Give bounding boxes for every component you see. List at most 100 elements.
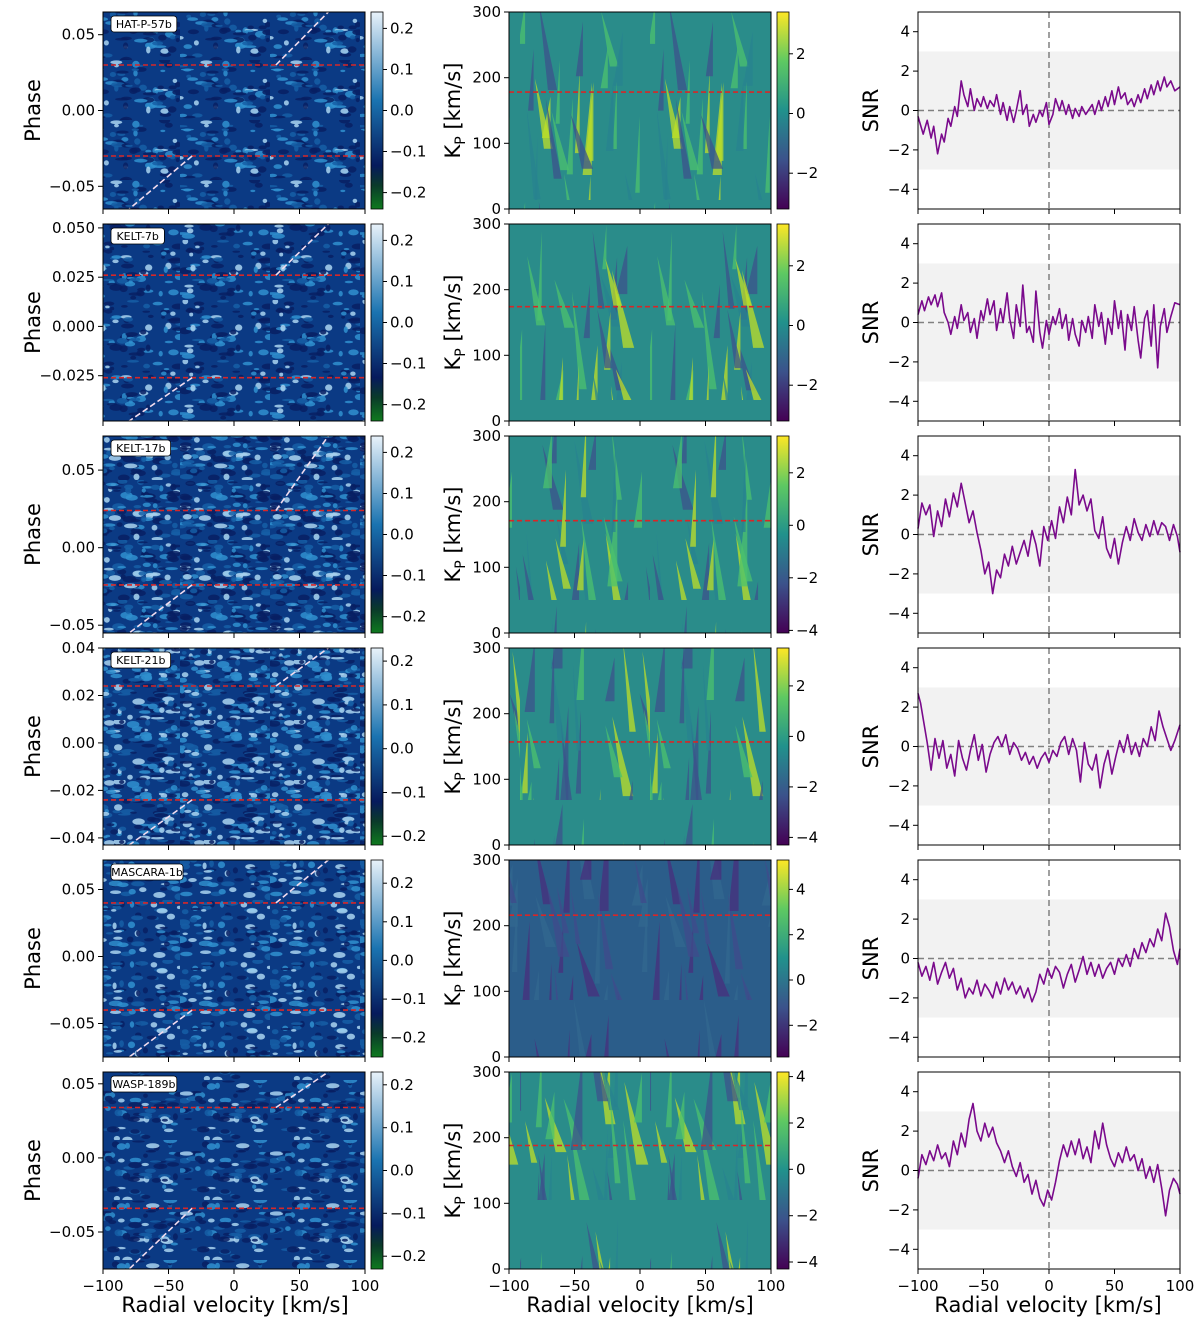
phase-tick-label: −0.05 bbox=[49, 177, 95, 195]
ccf-colorbar: −0.2 −0.1 0.0 0.1 0.2 bbox=[370, 647, 426, 846]
kp-colorbar-label: 2 bbox=[796, 1114, 806, 1132]
snr-tick-label: 4 bbox=[900, 235, 910, 253]
planet-trail-line bbox=[275, 1071, 329, 1109]
phase-tick-label: 0.02 bbox=[62, 687, 95, 705]
kp-map-panel: 0 100 200 300 KP [km/s] bbox=[441, 851, 772, 1066]
planet-label-box bbox=[110, 227, 165, 245]
planet-label: HAT-P-57b bbox=[110, 15, 178, 33]
phase-tick-label: 0.05 bbox=[62, 1075, 95, 1093]
ccf-colorbar-label: −0.1 bbox=[390, 143, 426, 161]
snr-tick-label: 4 bbox=[900, 871, 910, 889]
kp-colorbar-fill bbox=[776, 435, 790, 634]
kp-colorbar-label: 0 bbox=[796, 1160, 806, 1178]
kp-map-image bbox=[509, 436, 771, 633]
x-tick-label: −50 bbox=[153, 1277, 185, 1295]
kp-map-panel: 0 100 200 300 KP [km/s] bbox=[441, 427, 772, 642]
kp-tick-label: 200 bbox=[472, 69, 501, 87]
ccf-colorbar-label: −0.2 bbox=[390, 184, 426, 202]
ccf-colorbar-label: 0.1 bbox=[390, 273, 414, 291]
phase-tick-label: 0.05 bbox=[62, 881, 95, 899]
ccf-colorbar-label: 0.0 bbox=[390, 526, 414, 544]
kp-tick-label: 300 bbox=[472, 215, 501, 233]
snr-ylabel: SNR bbox=[859, 301, 883, 345]
snr-tick-label: 4 bbox=[900, 447, 910, 465]
kp-colorbar: −4 −2 0 2 bbox=[776, 435, 818, 639]
planet-label: WASP-189b bbox=[110, 1075, 178, 1093]
kp-ylabel: KP [km/s] bbox=[441, 699, 469, 795]
kp-colorbar-fill bbox=[776, 859, 790, 1058]
kp-tick-label: 300 bbox=[472, 851, 501, 869]
kp-ylabel-main: K bbox=[441, 143, 465, 158]
ccf-colorbar: −0.2 −0.1 0.0 0.1 0.2 bbox=[370, 1071, 426, 1270]
snr-tick-label: 0 bbox=[900, 314, 910, 332]
kp-map-image bbox=[509, 648, 771, 845]
kp-colorbar: −4 −2 0 2 bbox=[776, 647, 818, 846]
kp-colorbar-label: −2 bbox=[796, 164, 818, 182]
ccf-colorbar: −0.2 −0.1 0.0 0.1 0.2 bbox=[370, 11, 426, 210]
snr-tick-label: −4 bbox=[888, 1240, 910, 1258]
kp-ylabel-main: K bbox=[441, 991, 465, 1006]
planet-label-box bbox=[110, 439, 171, 457]
ccf-map-image bbox=[103, 648, 365, 845]
col1-xlabel: Radial velocity [km/s] bbox=[121, 1293, 348, 1317]
kp-ylabel-sub: P bbox=[453, 560, 469, 568]
snr-tick-label: 4 bbox=[900, 1083, 910, 1101]
x-tick-label: 50 bbox=[290, 1277, 309, 1295]
ccf-colorbar-label: −0.1 bbox=[390, 990, 426, 1008]
snr-tick-label: −2 bbox=[888, 565, 910, 583]
snr-series-line bbox=[917, 912, 1181, 1003]
ccf-colorbar-label: 0.2 bbox=[390, 1076, 414, 1094]
kp-colorbar-label: 0 bbox=[796, 971, 806, 989]
kp-tick-label: 100 bbox=[472, 558, 501, 576]
kp-tick-label: 200 bbox=[472, 1129, 501, 1147]
ccf-colorbar-label: 0.1 bbox=[390, 913, 414, 931]
snr-tick-label: 0 bbox=[900, 738, 910, 756]
ccf-colorbar-fill bbox=[370, 11, 384, 210]
planet-label: MASCARA-1b bbox=[110, 863, 184, 881]
kp-colorbar-label: −2 bbox=[796, 1207, 818, 1225]
kp-colorbar-label: 0 bbox=[796, 516, 806, 534]
snr-tick-label: −2 bbox=[888, 1201, 910, 1219]
x-tick-label: −100 bbox=[897, 1277, 938, 1295]
planet-trail-line bbox=[128, 1009, 193, 1058]
row-kelt-17b: KELT-17b −0.05 0.00 0.05 Phase −0.2 −0.1 0.0 0.1… bbox=[21, 427, 1181, 642]
ccf-colorbar-label: 0.2 bbox=[390, 443, 414, 461]
kp-tick-label: 0 bbox=[491, 1048, 501, 1066]
kp-map-panel: 0 100 200 300 KP [km/s] bbox=[441, 3, 772, 218]
phase-tick-label: 0.04 bbox=[62, 639, 95, 657]
ccf-colorbar-label: 0.0 bbox=[390, 740, 414, 758]
kp-ylabel-rest: [km/s] bbox=[441, 699, 465, 773]
planet-label-box bbox=[110, 15, 178, 33]
kp-ylabel-sub: P bbox=[453, 984, 469, 992]
snr-panel: −4 −2 0 2 4 SNR bbox=[859, 859, 1181, 1062]
snr-tick-label: 2 bbox=[900, 698, 910, 716]
phase-tick-label: −0.05 bbox=[49, 1223, 95, 1241]
snr-tick-label: 4 bbox=[900, 659, 910, 677]
x-tick-label: −100 bbox=[82, 1277, 123, 1295]
kp-colorbar-label: −2 bbox=[796, 778, 818, 796]
snr-tick-label: −2 bbox=[888, 989, 910, 1007]
planet-label-text: KELT-7b bbox=[116, 230, 158, 243]
ccf-colorbar-fill bbox=[370, 859, 384, 1058]
kp-colorbar-label: 0 bbox=[796, 105, 806, 123]
phase-tick-label: 0.000 bbox=[52, 317, 95, 335]
kp-tick-label: 100 bbox=[472, 770, 501, 788]
snr-tick-label: −4 bbox=[888, 604, 910, 622]
row-mascara-1b: MASCARA-1b−0.050.000.05Phase−0.2−0.10.00… bbox=[21, 851, 1181, 1066]
kp-ylabel-main: K bbox=[441, 567, 465, 582]
snr-ylabel: SNR bbox=[859, 513, 883, 557]
snr-tick-label: 0 bbox=[900, 950, 910, 968]
x-tick-label: −50 bbox=[968, 1277, 1000, 1295]
x-tick-label: 50 bbox=[1105, 1277, 1124, 1295]
col3-xlabel: Radial velocity [km/s] bbox=[934, 1293, 1161, 1317]
phase-tick-label: −0.05 bbox=[49, 616, 95, 634]
snr-tick-label: 0 bbox=[900, 526, 910, 544]
kp-colorbar-label: −2 bbox=[796, 1016, 818, 1034]
planet-label-text: KELT-17b bbox=[116, 442, 165, 455]
kp-colorbar-label: −2 bbox=[796, 569, 818, 587]
planet-label-text: WASP-189b bbox=[112, 1078, 175, 1091]
kp-tick-label: 0 bbox=[491, 836, 501, 854]
row-wasp-189b: WASP-189b−0.050.000.05−100 −50 0 50 100Phase… bbox=[21, 1063, 1194, 1295]
ccf-colorbar-label: 0.2 bbox=[390, 874, 414, 892]
snr-panel: −4 −2 0 2 4 SNR bbox=[859, 435, 1181, 638]
